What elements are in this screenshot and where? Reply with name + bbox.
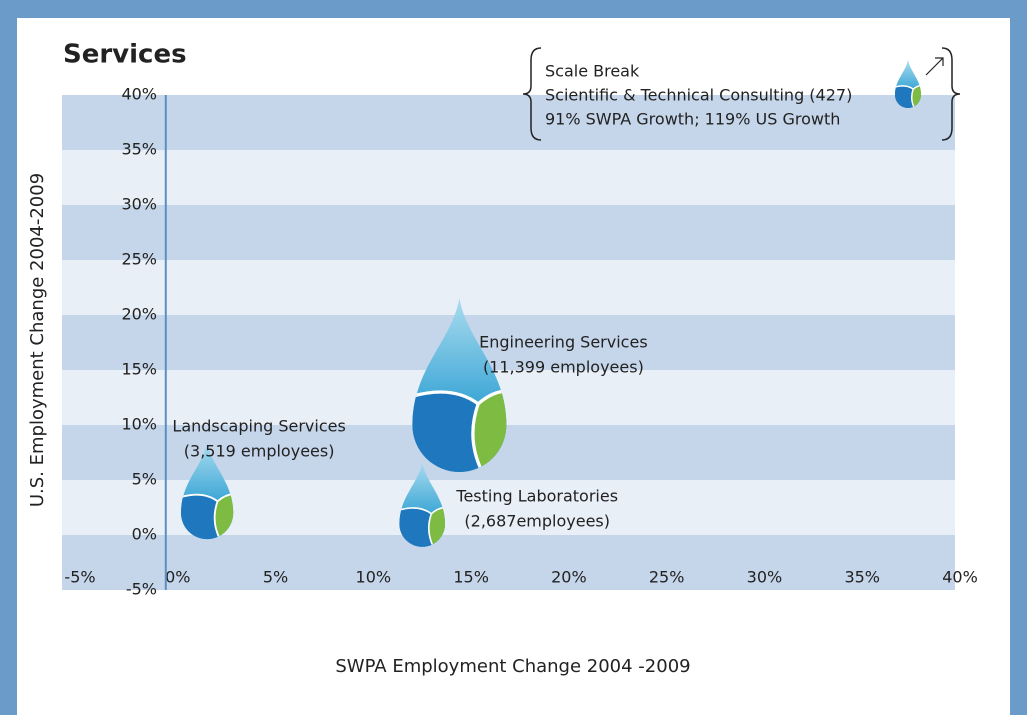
arrow-icon — [925, 57, 944, 76]
grid-band — [62, 315, 955, 370]
y-tick-label: 20% — [121, 305, 157, 324]
bubble — [412, 298, 507, 472]
point-size-label: (11,399 employees) — [483, 358, 644, 377]
x-tick-label: 5% — [263, 568, 288, 587]
grid-band — [62, 150, 955, 205]
annotation: 91% SWPA Growth; 119% US Growth — [545, 110, 840, 129]
point-label: Landscaping Services — [172, 417, 345, 436]
point-label: Engineering Services — [479, 333, 648, 352]
y-tick-label: -5% — [126, 580, 157, 599]
x-tick-label: 30% — [747, 568, 783, 587]
x-tick-label: 35% — [844, 568, 880, 587]
y-tick-label: 30% — [121, 195, 157, 214]
y-axis-title: U.S. Employment Change 2004-2009 — [27, 173, 48, 507]
annotation: Scientific & Technical Consulting (427) — [545, 86, 852, 105]
annotation: Scale Break — [545, 62, 640, 81]
y-tick-label: 35% — [121, 140, 157, 159]
point-size-label: (2,687employees) — [464, 512, 610, 531]
point-label: Testing Laboratories — [455, 487, 618, 506]
x-tick-label: 10% — [356, 568, 392, 587]
x-tick-label: 40% — [942, 568, 978, 587]
grid-band — [62, 260, 955, 315]
brace-left — [522, 47, 542, 141]
grid-band — [62, 205, 955, 260]
x-axis-title: SWPA Employment Change 2004 -2009 — [335, 656, 690, 677]
x-tick-label: 20% — [551, 568, 587, 587]
y-tick-label: 10% — [121, 415, 157, 434]
y-tick-label: 5% — [132, 470, 157, 489]
x-tick-label: -5% — [64, 568, 95, 587]
x-tick-label: 25% — [649, 568, 685, 587]
y-tick-label: 15% — [121, 360, 157, 379]
y-tick-label: 0% — [132, 525, 157, 544]
y-tick-label: 25% — [121, 250, 157, 269]
point-size-label: (3,519 employees) — [184, 442, 335, 461]
plot — [62, 95, 955, 590]
grid-band — [62, 370, 955, 425]
x-tick-label: 15% — [453, 568, 489, 587]
grid-band — [62, 95, 955, 150]
x-tick-label: 0% — [165, 568, 190, 587]
y-tick-label: 40% — [121, 85, 157, 104]
brace-right — [941, 47, 961, 141]
grid-band — [62, 535, 955, 590]
chart-title: Services — [63, 40, 187, 70]
